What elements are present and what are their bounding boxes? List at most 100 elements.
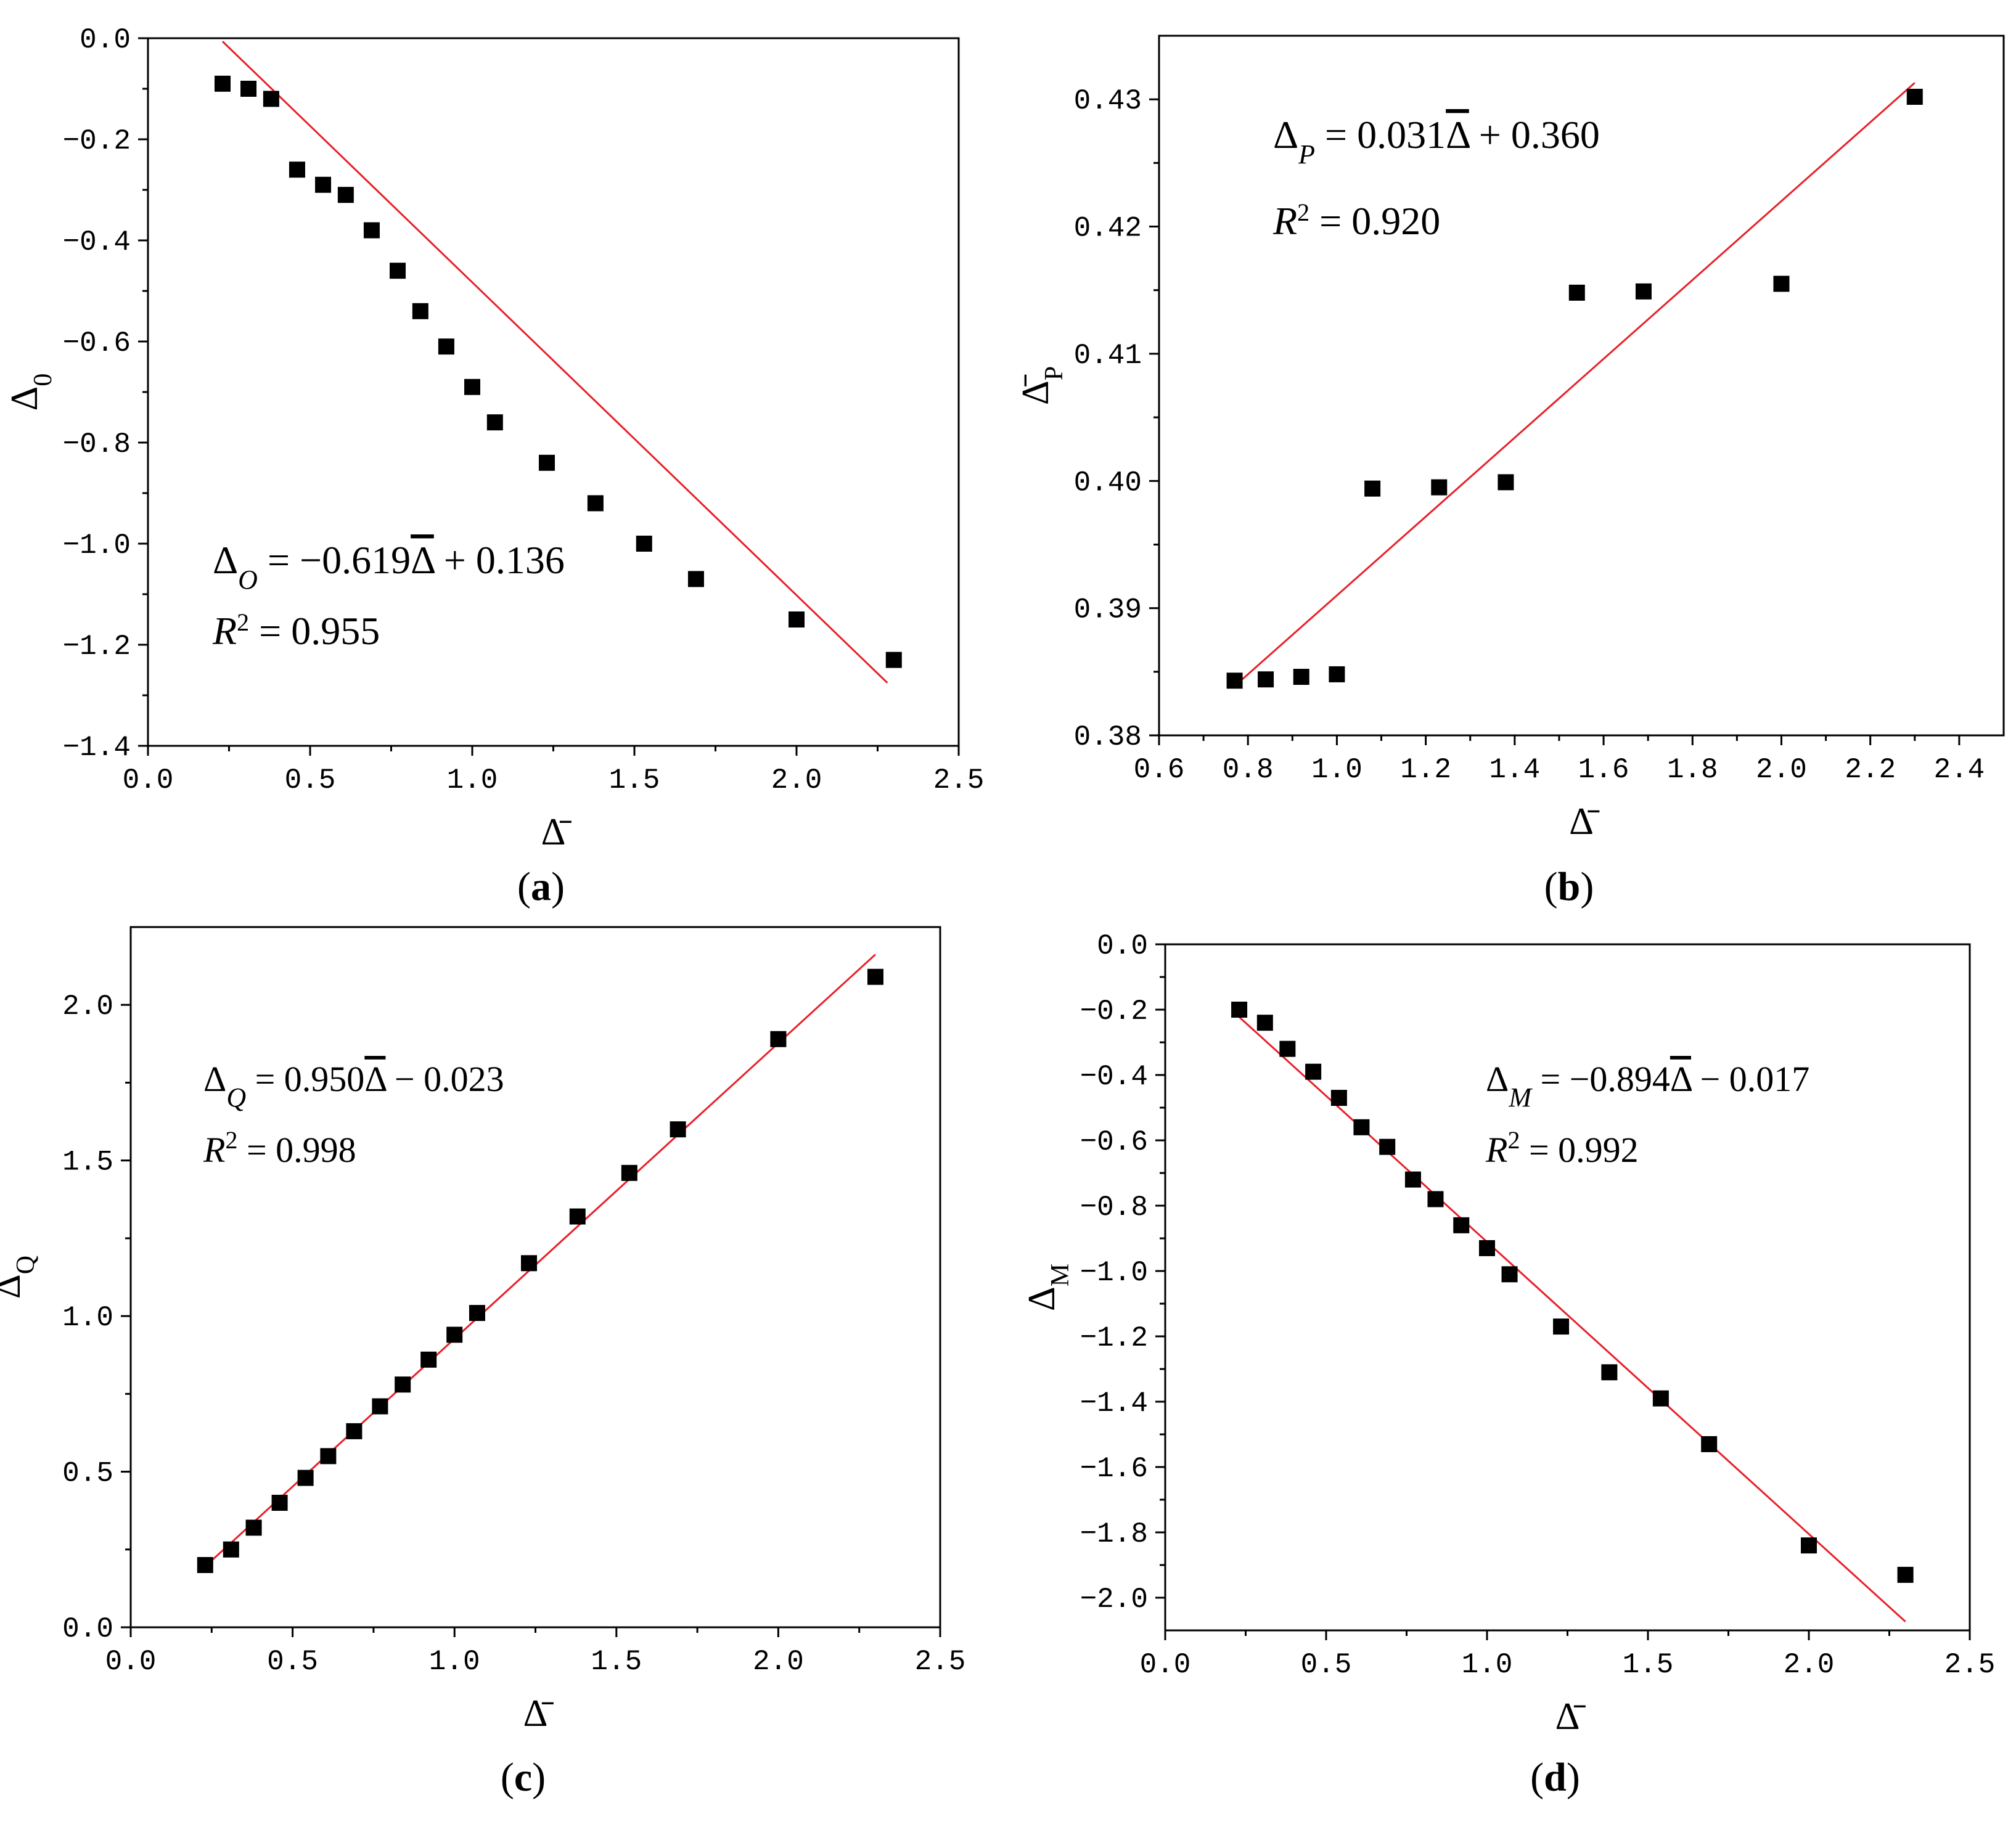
data-point [464, 378, 480, 395]
r-squared-value: = 0.955 [249, 609, 380, 653]
data-point [1279, 1040, 1296, 1057]
data-point [1652, 1390, 1669, 1407]
data-point [1305, 1063, 1322, 1080]
data-point [867, 968, 883, 985]
data-point [1498, 474, 1514, 491]
fit-equation: ΔQ = 0.950Δ − 0.023 [203, 1059, 504, 1113]
data-point [297, 1469, 314, 1486]
x-tick-label: 2.4 [1933, 754, 1985, 786]
data-point [363, 222, 380, 239]
equation-lhs: Δ [1486, 1059, 1509, 1099]
y-tick-label: −0.2 [63, 125, 131, 157]
x-tick-label: 0.0 [105, 1646, 157, 1678]
data-point [1226, 672, 1243, 689]
r-squared: R2 = 0.992 [1485, 1126, 1639, 1171]
r-squared: R2 = 0.955 [212, 608, 380, 653]
data-point [538, 454, 555, 471]
data-point [1801, 1537, 1817, 1554]
equation-delta-bar: Δ [1670, 1059, 1692, 1099]
x-tick-label: 1.0 [429, 1646, 480, 1678]
y-tick-label: 1.0 [62, 1302, 113, 1334]
equation-slope: = −0.619 [258, 538, 411, 582]
equation-subscript: O [238, 565, 258, 595]
x-tick-label: 1.5 [1623, 1649, 1674, 1681]
data-point [263, 91, 279, 107]
data-point [390, 263, 406, 279]
data-point [1431, 479, 1448, 496]
x-tick-label: 0.5 [285, 764, 336, 796]
equation-lhs: Δ [203, 1059, 226, 1099]
panel-label: (c) [501, 1755, 546, 1800]
data-point [337, 187, 354, 203]
data-point [412, 303, 428, 319]
data-point [315, 176, 332, 193]
panel-paren-close: ) [1567, 1755, 1580, 1800]
x-tick-label: 0.0 [1140, 1649, 1191, 1681]
fit-line [221, 41, 888, 684]
panel-letter: b [1558, 864, 1581, 909]
equation-lhs: Δ [213, 538, 238, 582]
equation-delta-bar: Δ [1446, 113, 1470, 157]
x-tick-label: 2.0 [753, 1646, 804, 1678]
r-squared-symbol: R [212, 609, 237, 653]
panel-letter: a [531, 864, 551, 909]
data-point [1501, 1266, 1518, 1283]
data-point [438, 338, 454, 355]
data-point [687, 571, 704, 587]
data-point [636, 536, 652, 552]
x-tick-label: 1.0 [1311, 754, 1362, 786]
equation-subscript: Q [226, 1082, 246, 1113]
equation-intercept: − 0.023 [385, 1059, 504, 1099]
x-tick-label: 2.0 [1784, 1649, 1835, 1681]
x-tick-label: 1.5 [609, 764, 660, 796]
y-tick-label: −0.8 [63, 428, 131, 460]
y-tick-label: −1.4 [63, 732, 131, 764]
fit-equation: ΔO = −0.619Δ + 0.136 [213, 538, 565, 595]
data-point [271, 1495, 288, 1511]
data-point [1353, 1119, 1370, 1135]
fit-line [1239, 1016, 1906, 1622]
data-point [197, 1557, 213, 1574]
plot-frame [1158, 35, 2005, 737]
y-tick-label: −0.2 [1080, 995, 1148, 1028]
y-tick-label: 0.42 [1074, 213, 1142, 245]
y-tick-label: 0.40 [1074, 467, 1142, 499]
data-point [621, 1164, 637, 1181]
panel-label: (a) [517, 864, 565, 909]
data-point [240, 81, 257, 97]
y-tick-label: 0.41 [1074, 340, 1142, 372]
y-axis-subscript: M [1046, 1264, 1075, 1286]
y-axis-label: ΔQ [0, 1256, 40, 1299]
y-tick-label: −0.6 [63, 327, 131, 359]
fit-line [204, 954, 876, 1567]
r-squared-value: = 0.992 [1520, 1130, 1638, 1170]
data-point [885, 652, 902, 668]
data-point [372, 1398, 388, 1415]
r-squared-value: = 0.920 [1309, 199, 1440, 243]
fit-line [1234, 82, 1916, 687]
data-point [1773, 276, 1790, 292]
x-tick-label: 1.0 [447, 764, 498, 796]
y-tick-label: 1.5 [62, 1146, 113, 1179]
equation-slope: = −0.894 [1531, 1059, 1670, 1099]
data-point [469, 1305, 485, 1322]
r-squared-exponent: 2 [1507, 1126, 1520, 1154]
y-tick-label: 0.43 [1074, 85, 1142, 117]
data-point [1293, 669, 1309, 685]
data-point [1364, 480, 1381, 497]
x-tick-label: 2.5 [933, 764, 985, 796]
y-tick-label: −0.4 [63, 226, 131, 258]
equation-slope: = 0.031 [1315, 113, 1446, 157]
x-tick-label: 0.8 [1223, 754, 1274, 786]
panel-letter: d [1544, 1755, 1567, 1800]
data-point [670, 1121, 686, 1138]
y-tick-label: −1.2 [1080, 1322, 1148, 1354]
y-tick-label: 0.38 [1074, 721, 1142, 753]
y-axis-symbol: Δ [1021, 1286, 1063, 1311]
panel-paren-open: ( [1530, 1755, 1544, 1800]
data-point [1404, 1171, 1421, 1188]
panel-paren-open: ( [517, 864, 531, 909]
data-point [789, 611, 805, 627]
equation-delta-bar: Δ [364, 1059, 387, 1099]
y-tick-label: −1.0 [63, 529, 131, 562]
